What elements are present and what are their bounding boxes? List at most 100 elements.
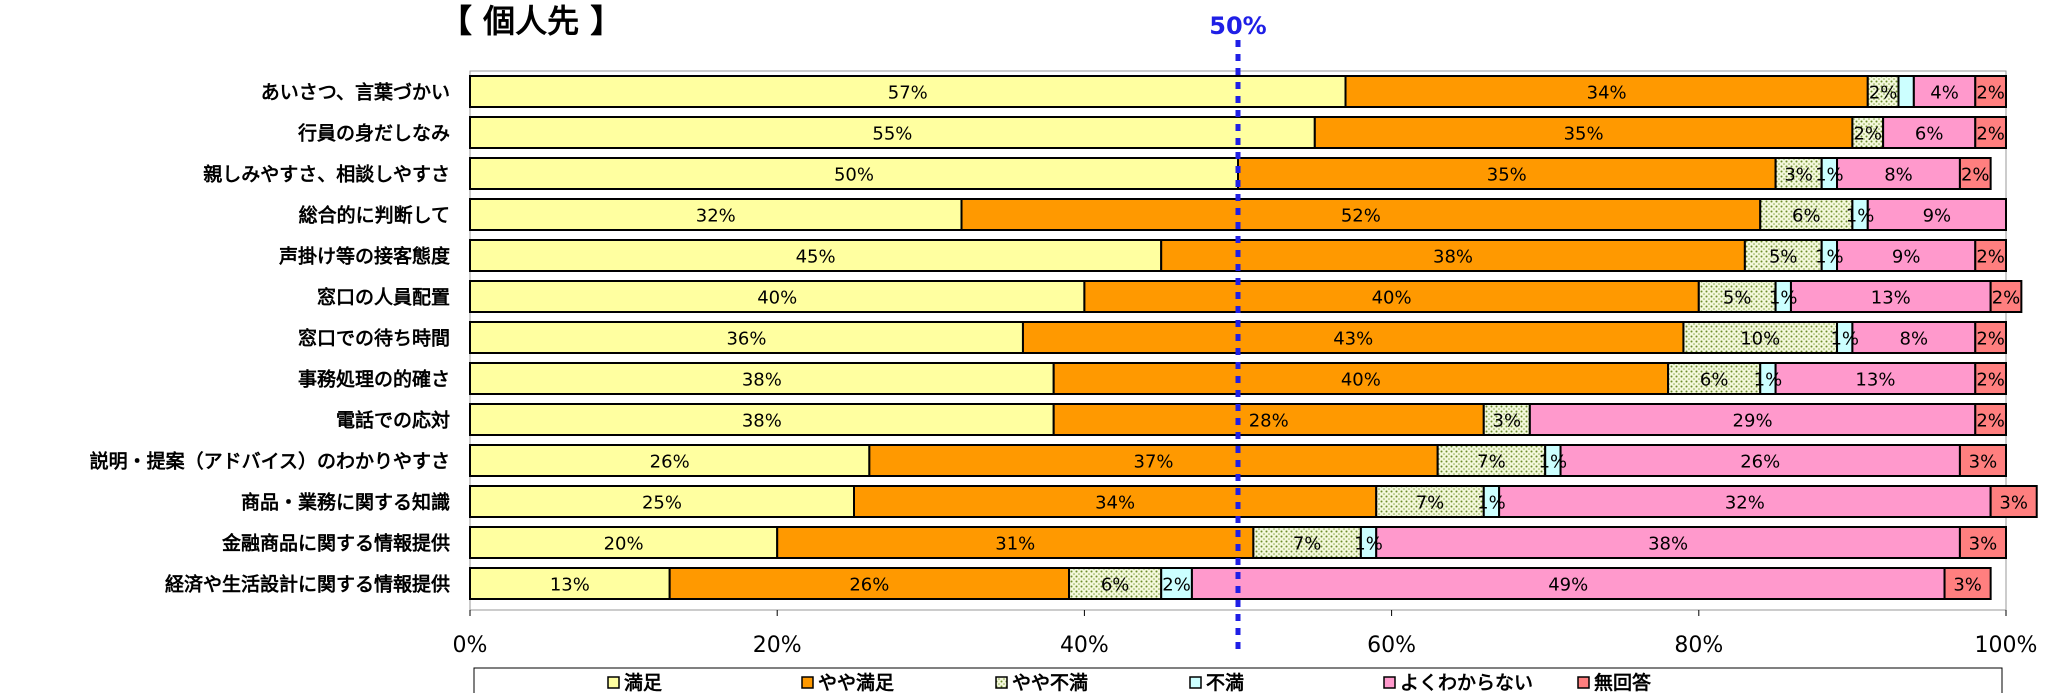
- data-label: 34%: [1095, 493, 1135, 514]
- data-label: 2%: [1992, 288, 2021, 309]
- data-label: 1%: [1354, 534, 1383, 555]
- data-label: 32%: [1725, 493, 1765, 514]
- data-label: 6%: [1101, 575, 1130, 596]
- data-label: 40%: [1341, 370, 1381, 391]
- data-label: 45%: [796, 247, 836, 268]
- data-label: 3%: [1953, 575, 1982, 596]
- data-label: 2%: [1961, 165, 1990, 186]
- bar-segment: [469, 198, 963, 231]
- data-label: 40%: [1372, 288, 1412, 309]
- bar-segment: [469, 485, 855, 518]
- data-label: 13%: [1871, 288, 1911, 309]
- data-label: 8%: [1884, 165, 1913, 186]
- legend-label: 無回答: [1594, 671, 1652, 693]
- category-label: あいさつ、言葉づかい: [261, 81, 450, 104]
- data-label: 38%: [742, 411, 782, 432]
- category-label: 商品・業務に関する知識: [241, 491, 450, 514]
- legend-swatch: [1577, 676, 1590, 689]
- bar-segment: [1974, 321, 2008, 354]
- data-label: 38%: [1433, 247, 1473, 268]
- bar-segment: [1836, 239, 1977, 272]
- data-label: 43%: [1333, 329, 1373, 350]
- data-label: 26%: [650, 452, 690, 473]
- bar-segment: [1682, 321, 1839, 354]
- data-label: 6%: [1915, 124, 1944, 145]
- category-label: 経済や生活設計に関する情報提供: [165, 573, 450, 596]
- data-label: 38%: [1648, 534, 1688, 555]
- legend-swatch: [995, 676, 1008, 689]
- data-label: 1%: [1846, 206, 1875, 227]
- data-label: 1%: [1815, 247, 1844, 268]
- legend-label: やや不満: [1012, 672, 1088, 693]
- data-label: 2%: [1976, 329, 2005, 350]
- bar-segment: [1866, 198, 2008, 231]
- data-label: 6%: [1792, 206, 1821, 227]
- x-tick-label: 100%: [1975, 633, 2038, 658]
- bar-segment: [1974, 362, 2008, 395]
- bar-segment: [469, 75, 1347, 108]
- legend-swatch: [1189, 676, 1202, 689]
- data-label: 1%: [1815, 165, 1844, 186]
- data-label: 49%: [1548, 575, 1588, 596]
- bar-segment: [1375, 526, 1961, 559]
- legend-label: よくわからない: [1400, 672, 1533, 693]
- data-label: 1%: [1477, 493, 1506, 514]
- data-label: 6%: [1700, 370, 1729, 391]
- bar-segment: [1344, 75, 1869, 108]
- category-label: 事務処理の的確さ: [298, 368, 450, 391]
- data-label: 8%: [1900, 329, 1929, 350]
- bar-segment: [1313, 116, 1854, 149]
- bar-segment: [469, 157, 1239, 190]
- data-label: 3%: [1999, 493, 2028, 514]
- legend-swatch: [607, 676, 620, 689]
- bar-segment: [1697, 280, 1777, 313]
- legend-label: 満足: [624, 672, 663, 693]
- data-label: 34%: [1587, 83, 1627, 104]
- data-label: 2%: [1162, 575, 1191, 596]
- data-label: 9%: [1892, 247, 1921, 268]
- category-label: 総合的に判断して: [299, 204, 450, 227]
- bar-segment: [469, 239, 1163, 272]
- bar-segment: [1252, 526, 1362, 559]
- bar-segment: [469, 403, 1055, 436]
- category-label: 説明・提案（アドバイス）のわかりやすさ: [90, 450, 450, 473]
- bar-segment: [1774, 157, 1823, 190]
- bar-segment: [1160, 567, 1193, 600]
- data-label: 2%: [1976, 83, 2005, 104]
- data-label: 35%: [1487, 165, 1527, 186]
- data-label: 38%: [742, 370, 782, 391]
- bar-segment: [1160, 239, 1746, 272]
- legend: 満足 やや満足 やや不満 不満 よくわからない 無回答: [473, 667, 2003, 693]
- category-label: 窓口での待ち時間: [298, 327, 450, 350]
- bar-segment: [469, 362, 1055, 395]
- legend-swatch: [801, 676, 814, 689]
- bar-segment: [1958, 526, 2008, 559]
- x-tick-label: 40%: [1060, 633, 1109, 658]
- data-label: 31%: [995, 534, 1035, 555]
- bar-segment: [1498, 485, 1992, 518]
- data-label: 13%: [550, 575, 590, 596]
- bar-segment: [853, 485, 1378, 518]
- bar-segment: [1052, 362, 1670, 395]
- data-label: 3%: [1784, 165, 1813, 186]
- data-label: 5%: [1723, 288, 1752, 309]
- bar-segment: [1958, 444, 2008, 477]
- bar-segment: [1083, 280, 1700, 313]
- legend-label: 不満: [1206, 672, 1244, 693]
- reference-line-label: 50%: [1209, 12, 1266, 40]
- data-label: 3%: [1969, 534, 1998, 555]
- bar-segment: [1743, 239, 1823, 272]
- bar-segment: [1912, 75, 1977, 108]
- bar-segment: [1897, 75, 1915, 108]
- data-label: 1%: [1769, 288, 1798, 309]
- x-tick-label: 60%: [1367, 633, 1416, 658]
- data-label: 26%: [849, 575, 889, 596]
- category-label: 親しみやすさ、相談しやすさ: [203, 163, 450, 186]
- bar-segment: [1759, 198, 1854, 231]
- data-label: 1%: [1754, 370, 1783, 391]
- bar-segment: [1958, 157, 1992, 190]
- data-label: 2%: [1976, 411, 2005, 432]
- bar-segment: [469, 280, 1086, 313]
- bar-segment: [1559, 444, 1961, 477]
